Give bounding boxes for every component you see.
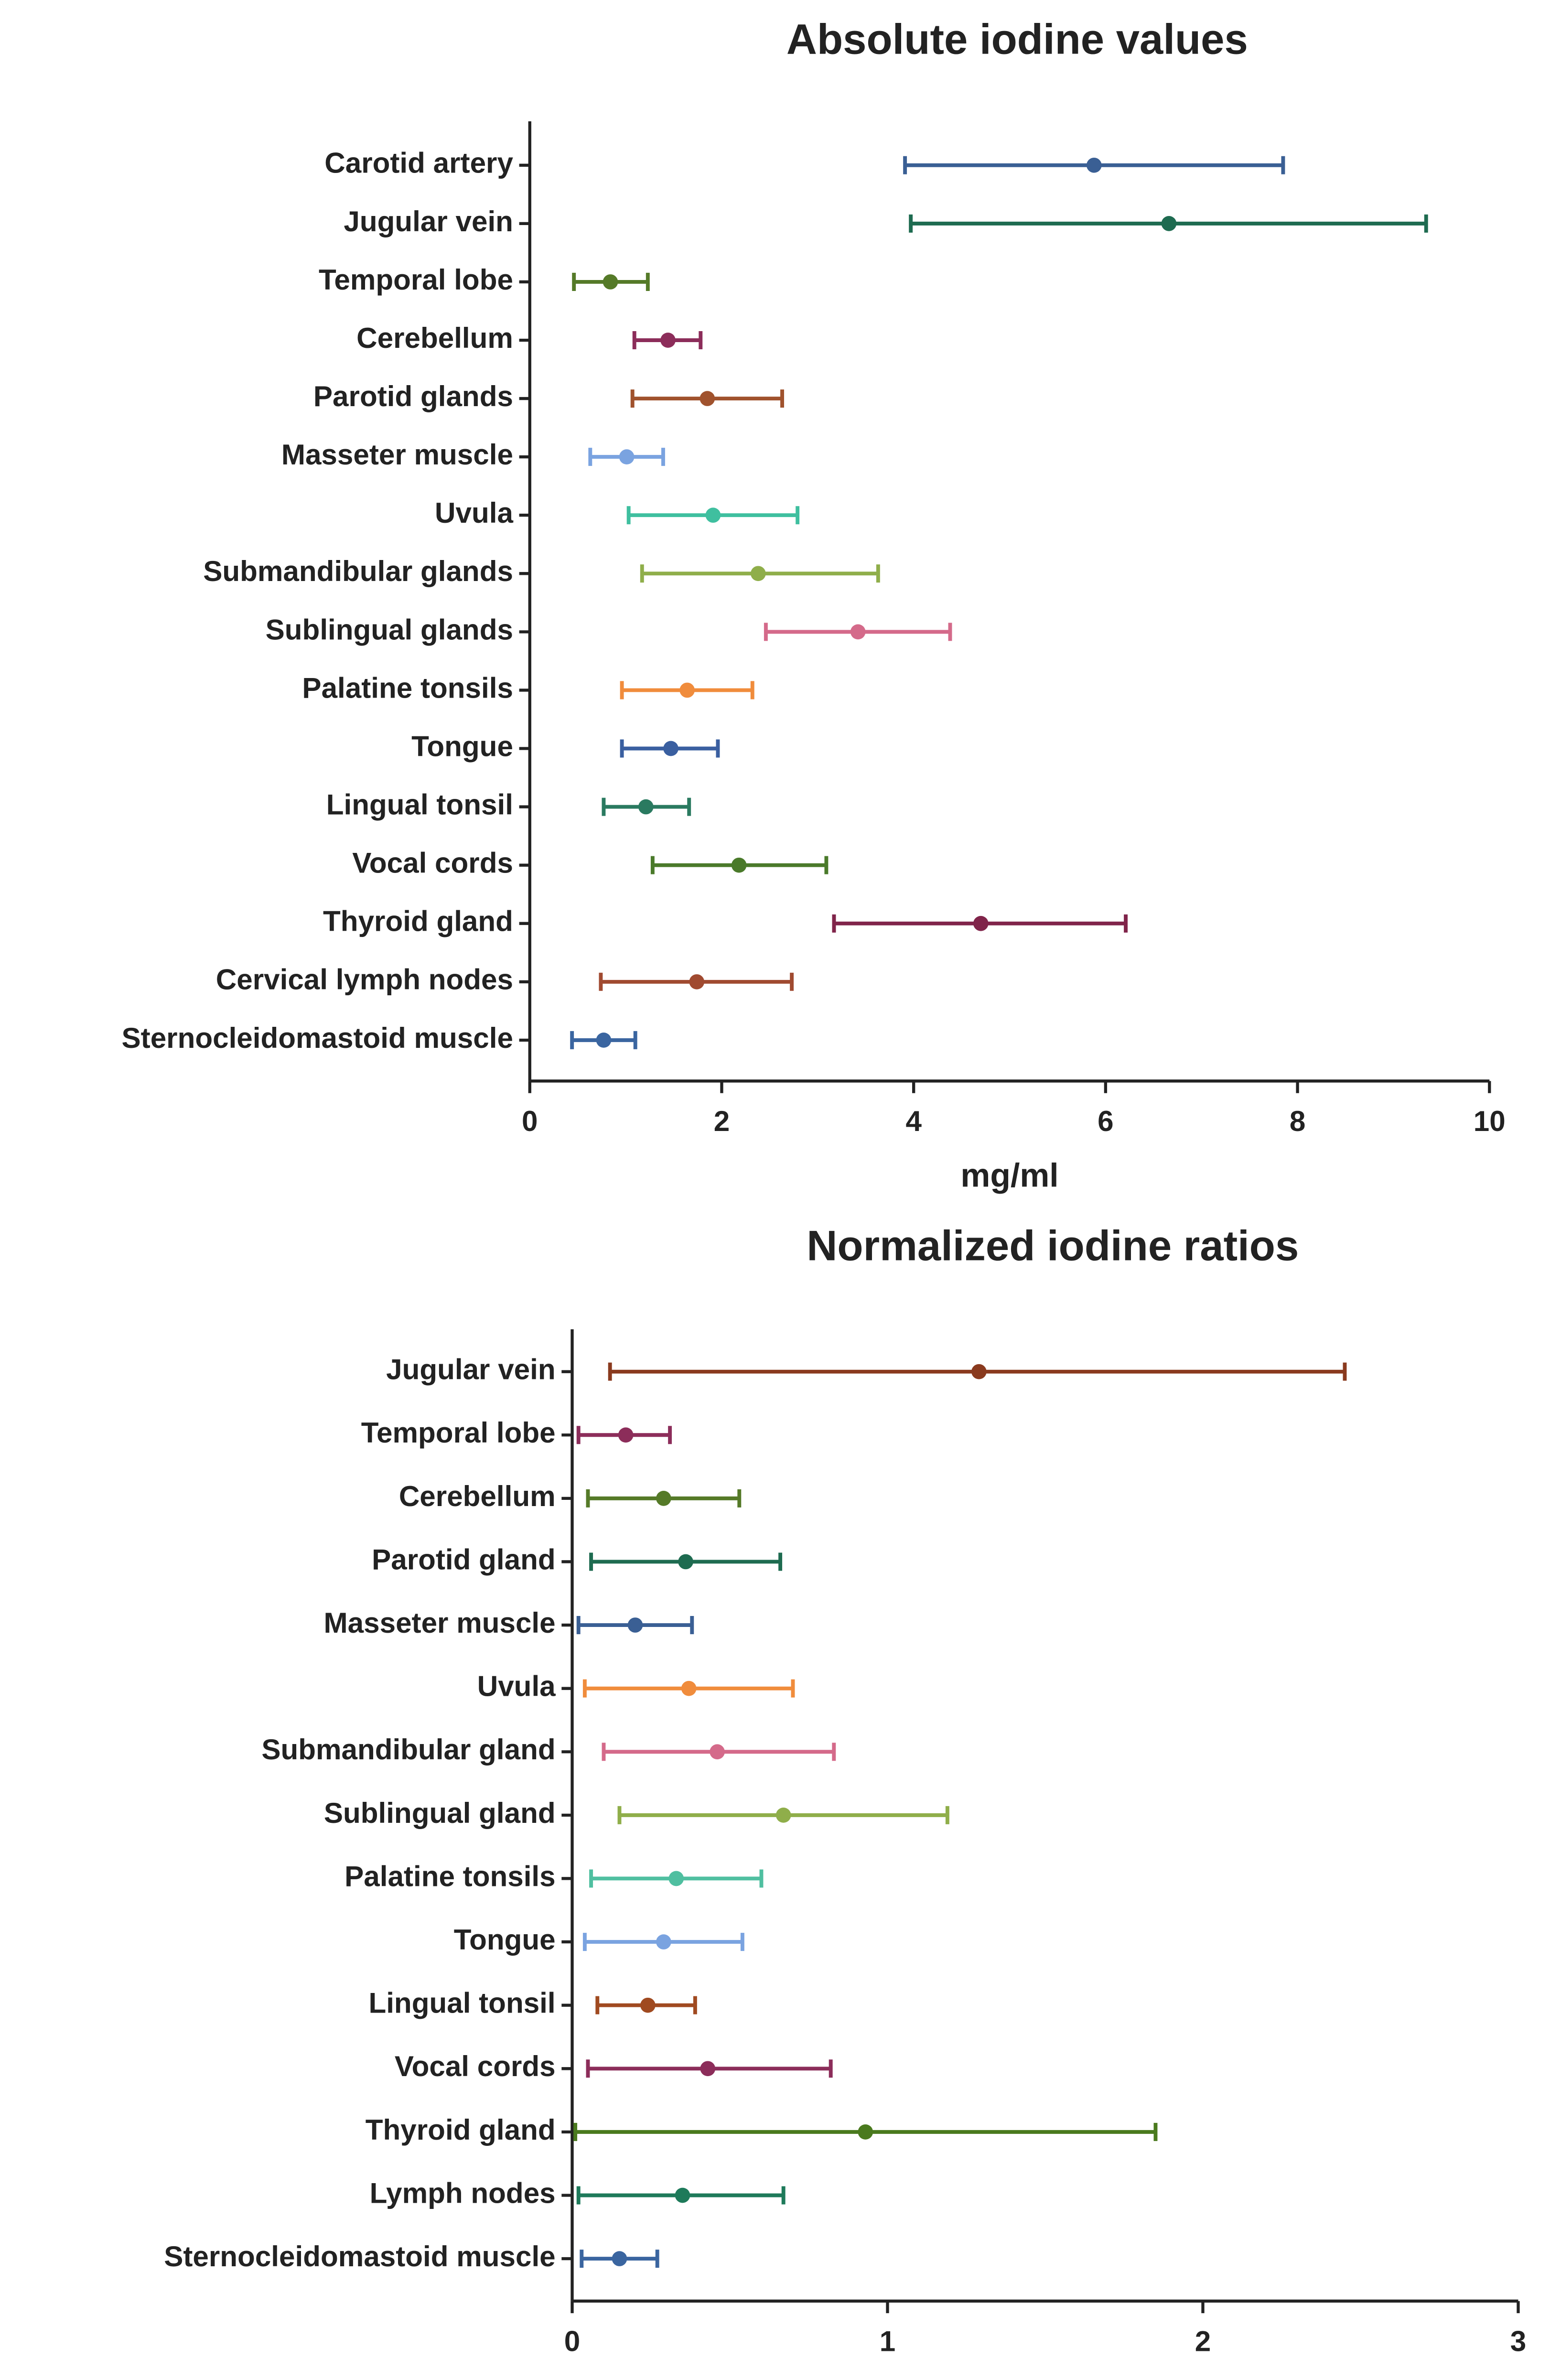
x-tick-label: 4 bbox=[905, 1105, 922, 1137]
x-tick-label: 0 bbox=[564, 2325, 580, 2357]
mean-point bbox=[700, 391, 715, 406]
y-tick-label: Carotid artery bbox=[324, 147, 513, 179]
y-tick-label: Uvula bbox=[477, 1670, 556, 1702]
y-tick-label: Tongue bbox=[411, 730, 513, 762]
mean-point bbox=[731, 857, 747, 873]
mean-point bbox=[627, 1617, 643, 1633]
y-tick-label: Sublingual gland bbox=[324, 1797, 556, 1829]
y-tick-label: Lingual tonsil bbox=[326, 788, 513, 820]
mean-point bbox=[619, 449, 635, 464]
mean-point bbox=[689, 974, 705, 990]
mean-point bbox=[612, 2251, 627, 2266]
x-tick-label: 0 bbox=[522, 1105, 538, 1137]
y-tick-label: Thyroid gland bbox=[366, 2114, 556, 2146]
y-tick-label: Submandibular glands bbox=[203, 555, 513, 587]
mean-point bbox=[660, 333, 676, 348]
mean-point bbox=[700, 2061, 716, 2077]
mean-point bbox=[1161, 216, 1177, 231]
x-tick-label: 8 bbox=[1290, 1105, 1305, 1137]
y-tick-label: Thyroid gland bbox=[323, 905, 513, 937]
y-tick-label: Palatine tonsils bbox=[344, 1860, 556, 1892]
y-tick-label: Uvula bbox=[435, 497, 513, 529]
x-tick-label: 10 bbox=[1474, 1105, 1506, 1137]
y-tick-label: Lymph nodes bbox=[370, 2177, 556, 2209]
mean-point bbox=[705, 507, 721, 523]
x-tick-label: 3 bbox=[1510, 2325, 1526, 2357]
x-tick-label: 2 bbox=[714, 1105, 730, 1137]
mean-point bbox=[640, 1997, 656, 2013]
y-tick-label: Temporal lobe bbox=[319, 264, 513, 296]
y-tick-label: Lingual tonsil bbox=[368, 1987, 555, 2019]
mean-point bbox=[750, 566, 766, 582]
mean-point bbox=[618, 1427, 634, 1443]
y-tick-label: Cerebellum bbox=[356, 322, 513, 354]
x-axis-label: mg/ml bbox=[960, 1157, 1058, 1194]
chart-title: Absolute iodine values bbox=[786, 16, 1248, 63]
y-tick-label: Cerebellum bbox=[399, 1480, 556, 1512]
mean-point bbox=[971, 1364, 987, 1379]
chart-title: Normalized iodine ratios bbox=[807, 1222, 1299, 1269]
x-tick-label: 2 bbox=[1195, 2325, 1211, 2357]
y-tick-label: Sublingual glands bbox=[266, 614, 513, 646]
y-tick-label: Jugular vein bbox=[344, 205, 513, 237]
x-tick-label: 1 bbox=[880, 2325, 895, 2357]
x-tick-label: 6 bbox=[1098, 1105, 1113, 1137]
y-tick-label: Sternocleidomastoid muscle bbox=[122, 1022, 513, 1054]
mean-point bbox=[596, 1033, 612, 1048]
y-tick-label: Submandibular gland bbox=[261, 1734, 555, 1766]
mean-point bbox=[710, 1744, 725, 1760]
y-tick-label: Parotid gland bbox=[372, 1543, 556, 1575]
mean-point bbox=[850, 624, 866, 640]
mean-point bbox=[675, 2187, 690, 2203]
mean-point bbox=[638, 799, 654, 815]
y-tick-label: Temporal lobe bbox=[361, 1417, 556, 1449]
mean-point bbox=[973, 915, 989, 931]
y-tick-label: Vocal cords bbox=[395, 2050, 556, 2082]
y-tick-label: Sternocleidomastoid muscle bbox=[164, 2240, 555, 2272]
y-tick-label: Palatine tonsils bbox=[302, 672, 513, 704]
mean-point bbox=[663, 741, 678, 756]
mean-point bbox=[668, 1871, 684, 1886]
mean-point bbox=[656, 1934, 671, 1949]
mean-point bbox=[1086, 157, 1102, 173]
mean-point bbox=[678, 1554, 693, 1570]
mean-point bbox=[858, 2124, 873, 2140]
y-tick-label: Masseter muscle bbox=[324, 1607, 556, 1639]
mean-point bbox=[681, 1680, 697, 1696]
y-tick-label: Cervical lymph nodes bbox=[216, 964, 513, 996]
mean-point bbox=[679, 682, 695, 698]
y-tick-label: Jugular vein bbox=[386, 1354, 556, 1386]
y-tick-label: Masseter muscle bbox=[281, 439, 513, 471]
mean-point bbox=[603, 274, 618, 290]
mean-point bbox=[656, 1491, 671, 1506]
mean-point bbox=[775, 1808, 791, 1823]
y-tick-label: Vocal cords bbox=[352, 847, 513, 879]
y-tick-label: Parotid glands bbox=[313, 380, 513, 412]
y-tick-label: Tongue bbox=[454, 1924, 556, 1956]
